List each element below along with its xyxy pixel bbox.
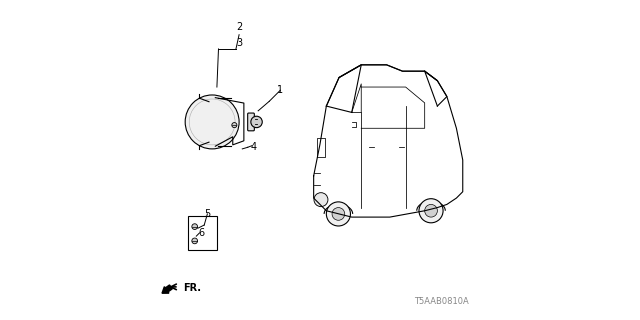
Circle shape (314, 193, 328, 207)
Text: 2: 2 (236, 22, 242, 32)
Bar (188, 215, 217, 251)
Circle shape (419, 199, 443, 223)
Circle shape (251, 116, 262, 128)
Text: 3: 3 (236, 38, 242, 48)
Circle shape (192, 238, 198, 244)
Text: T5AAB0810A: T5AAB0810A (414, 297, 469, 306)
FancyArrow shape (162, 285, 172, 293)
Circle shape (232, 123, 237, 128)
Text: 1: 1 (277, 85, 284, 95)
Text: 6: 6 (198, 228, 204, 238)
Circle shape (185, 95, 239, 149)
Text: FR.: FR. (184, 284, 202, 293)
Circle shape (326, 202, 351, 226)
Circle shape (425, 204, 437, 217)
Circle shape (332, 208, 345, 220)
FancyBboxPatch shape (248, 113, 254, 131)
Circle shape (192, 224, 198, 229)
Text: 5: 5 (204, 209, 211, 219)
Text: 4: 4 (250, 142, 257, 152)
